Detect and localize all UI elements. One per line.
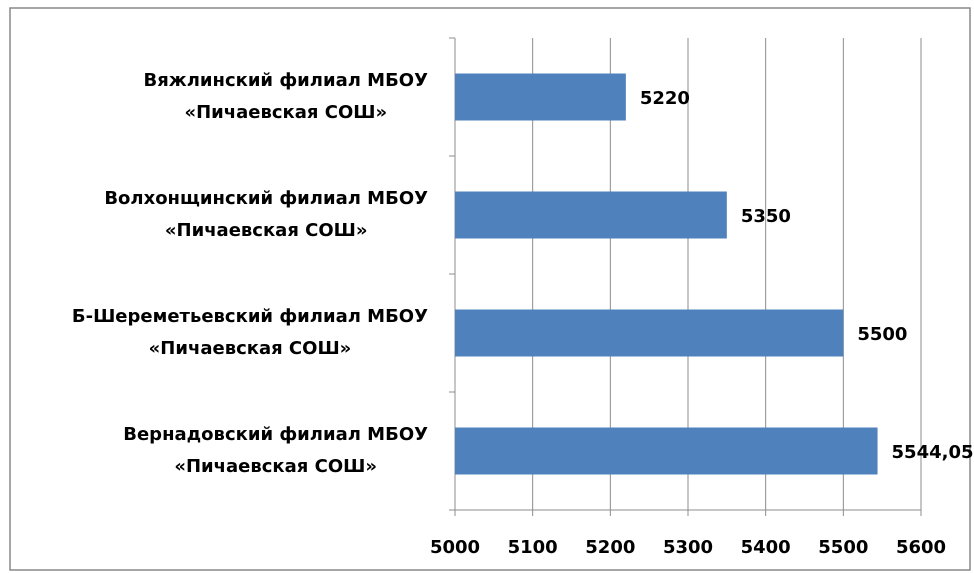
x-tick-label: 5300	[663, 537, 713, 558]
x-tick-label: 5500	[818, 537, 868, 558]
x-tick-label: 5400	[741, 537, 791, 558]
value-label: 5350	[741, 206, 791, 227]
y-tick-label: «Пичаевская СОШ»	[184, 102, 387, 123]
x-tick-label: 5000	[430, 537, 480, 558]
y-tick-label: Б-Шереметьевский филиал МБОУ	[72, 306, 428, 327]
y-tick-label: «Пичаевская СОШ»	[149, 338, 352, 359]
x-tick-label: 5200	[585, 537, 635, 558]
y-tick-label: «Пичаевская СОШ»	[165, 220, 368, 241]
y-tick-label: Вернадовский филиал МБОУ	[123, 424, 428, 445]
y-tick-label: Вяжлинский филиал МБОУ	[144, 70, 429, 91]
y-tick-label: Волхонщинский филиал МБОУ	[104, 188, 428, 209]
bar	[455, 427, 878, 475]
bar	[455, 73, 626, 121]
bar	[455, 191, 727, 239]
x-tick-label: 5600	[896, 537, 946, 558]
value-label: 5220	[640, 88, 690, 109]
x-tick-label: 5100	[508, 537, 558, 558]
value-label: 5544,05	[892, 442, 974, 463]
value-label: 5500	[857, 324, 907, 345]
y-tick-label: «Пичаевская СОШ»	[174, 456, 377, 477]
bar	[455, 309, 844, 357]
